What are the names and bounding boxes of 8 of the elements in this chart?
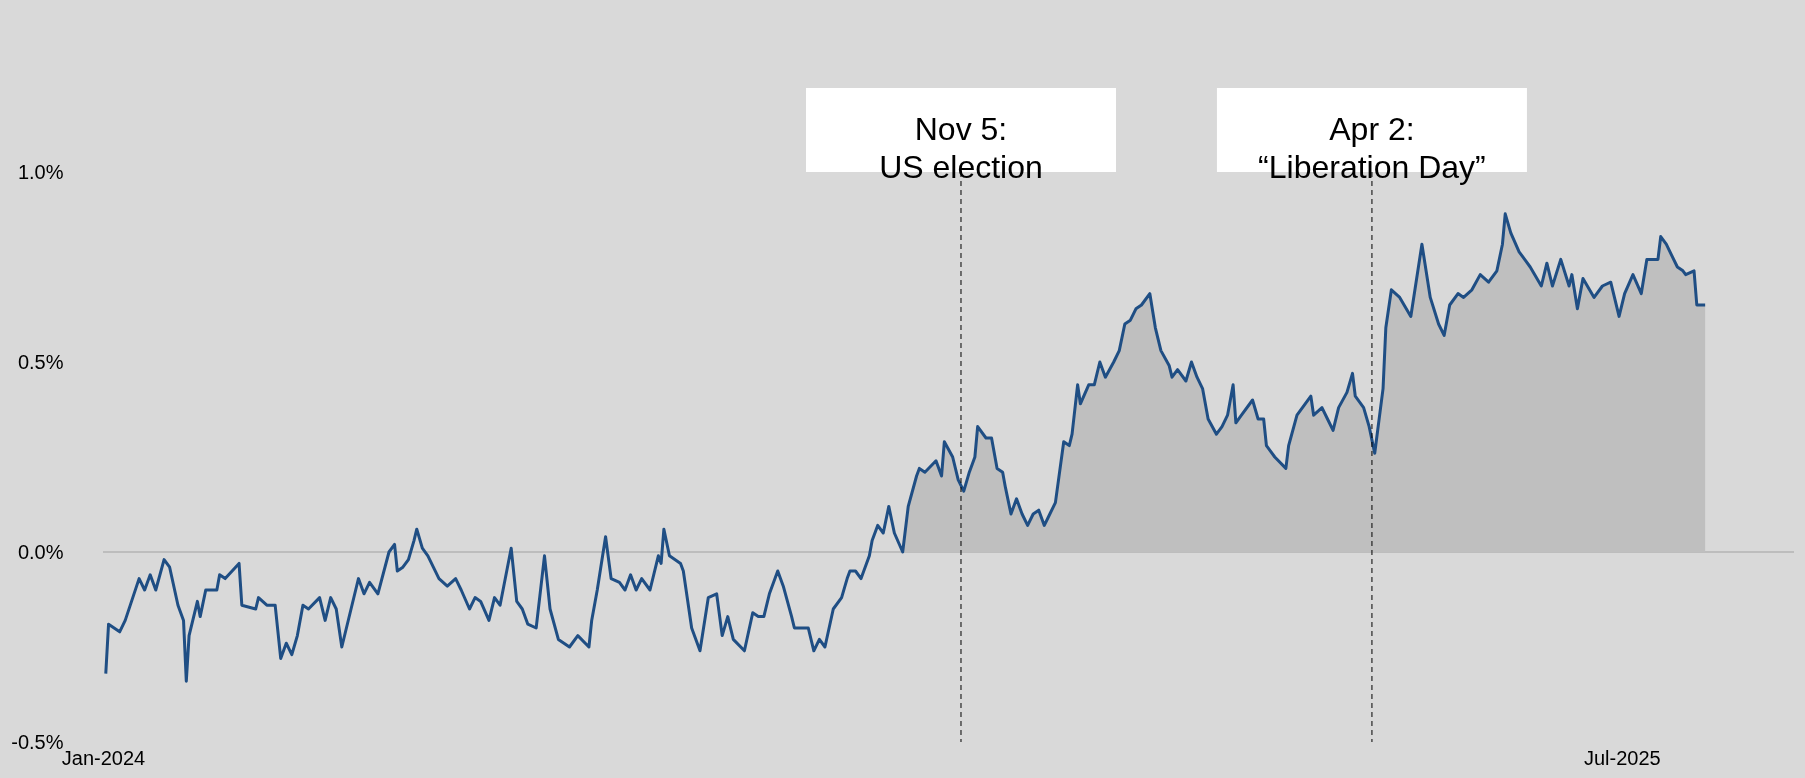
line-series [104,212,1707,683]
ref-line-label: Nov 5: US election [879,111,1043,185]
y-tick-label: -0.5% [11,730,64,753]
y-tick-label: 0.0% [17,540,64,563]
x-tick-label: Jul-2025 [1583,746,1661,769]
ref-line-label: Apr 2: “Liberation Day” [1258,111,1486,185]
y-tick-label: 1.0% [17,160,64,183]
y-tick-label: 0.5% [17,350,64,373]
